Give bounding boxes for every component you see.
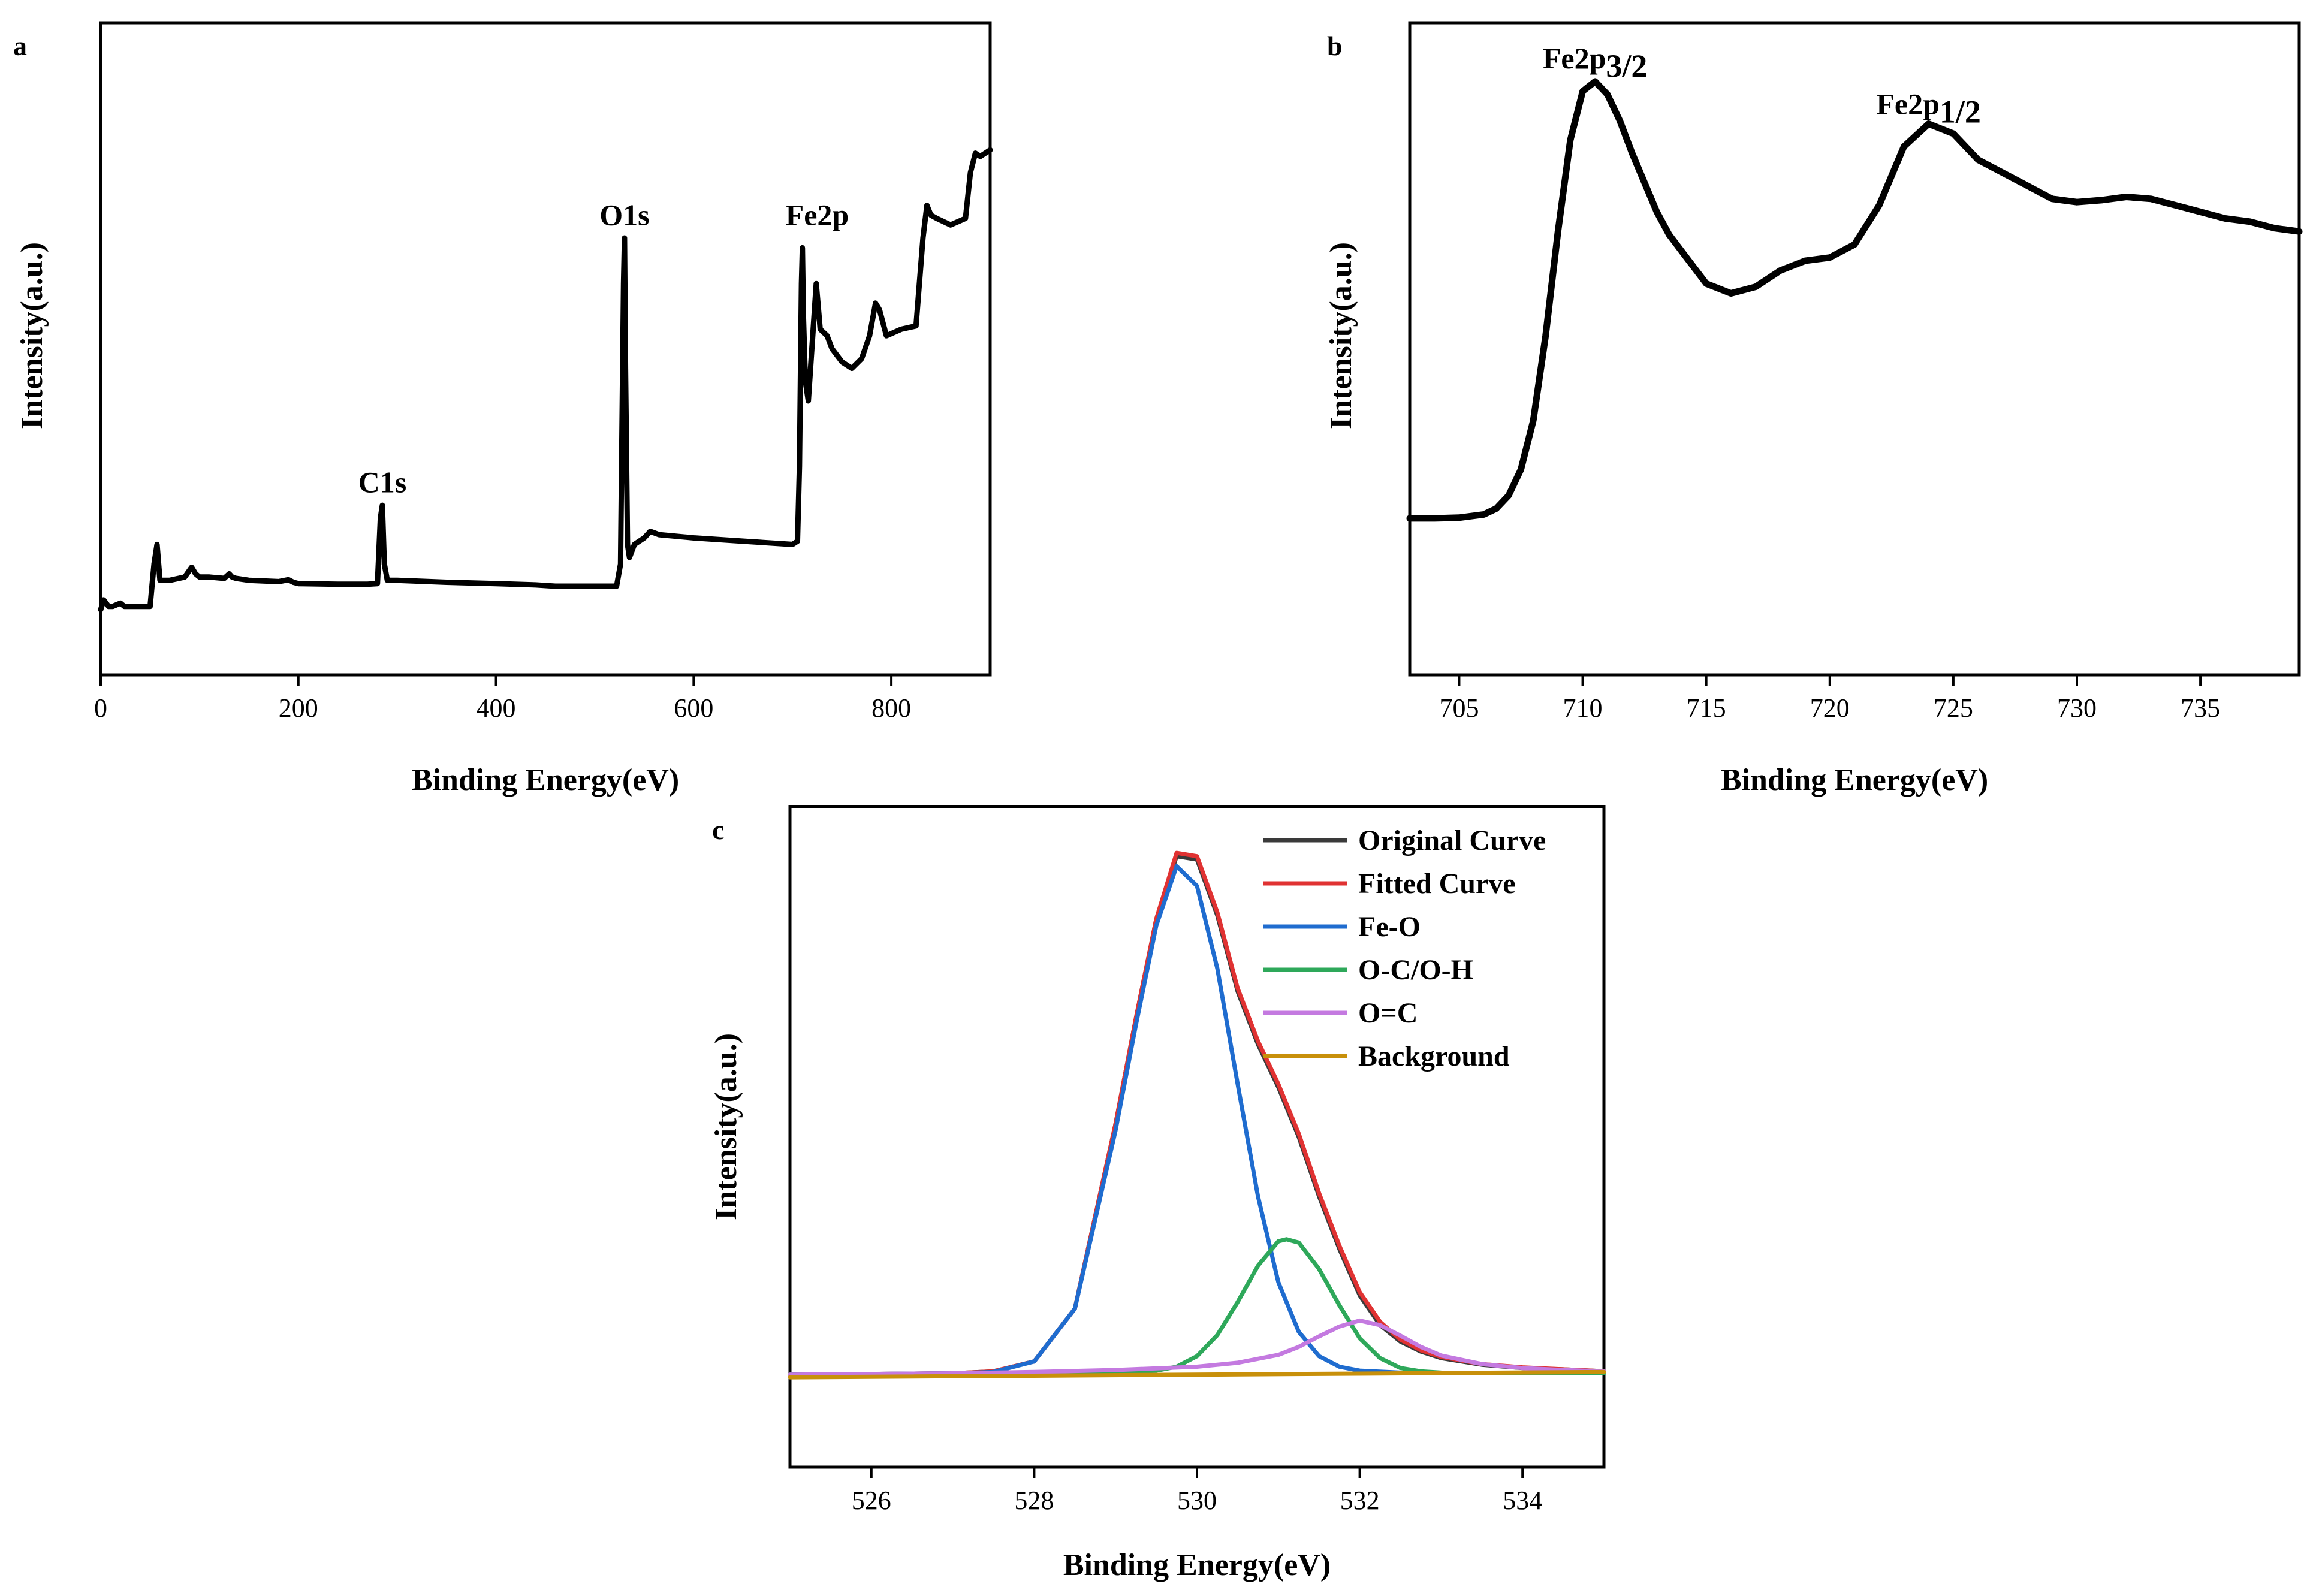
panel-a-x-tick-label-2: 400 [477, 693, 516, 723]
panel-a-x-tick-label-0: 0 [94, 693, 107, 723]
panel-c-letter: c [712, 814, 724, 845]
legend-label-o-c-o-h: O-C/O-H [1358, 954, 1473, 986]
panel-a-x-axis-label: Binding Energy(eV) [412, 763, 679, 797]
panel-c-x-tick-label-0: 526 [852, 1486, 891, 1515]
panel-c-legend: Original Curve Fitted Curve Fe-O O-C/O-H O=C… [1263, 825, 1546, 1072]
panel-a: a 0 200 400 600 800 C1s O1s Fe2p Binding Energ… [13, 21, 993, 797]
panel-a-letter: a [13, 31, 27, 61]
panel-a-series [98, 147, 993, 613]
panel-c-series [788, 850, 1606, 1380]
panel-b-x-tick-label-6: 735 [2181, 693, 2220, 723]
panel-b-series [1406, 78, 2303, 522]
panel-a-plot-area: 0 200 400 600 800 C1s O1s Fe2p [94, 21, 993, 723]
panel-b-x-tick-label-2: 715 [1687, 693, 1726, 723]
panel-c-plot-area: 526 528 530 532 534 Original Curve Fitted Cur… [788, 805, 1606, 1515]
panel-c-x-tick-label-4: 534 [1503, 1486, 1542, 1515]
legend-label-background: Background [1358, 1040, 1510, 1072]
panel-c-x-axis-label: Binding Energy(eV) [1063, 1548, 1331, 1582]
panel-c-series-fe-o [788, 864, 1606, 1377]
panel-b-x-axis-label: Binding Energy(eV) [1721, 763, 1988, 797]
panel-a-series-spectrum [98, 147, 993, 613]
panel-c: c 526 528 530 532 534 Original Curve Fitted C… [709, 805, 1606, 1582]
panel-a-y-axis-label: Intensity(a.u.) [15, 242, 49, 429]
panel-b-x-tick-label-5: 730 [2057, 693, 2097, 723]
panel-b-x-tick-label-1: 710 [1563, 693, 1603, 723]
panel-a-x-tick-label-4: 800 [871, 693, 911, 723]
panel-b-peak-label-0: Fe2p3/2 [1543, 41, 1648, 84]
panel-a-annotations: C1s O1s Fe2p [358, 198, 849, 499]
panel-b: b 705 710 715 720 725 730 735 Fe2p3/2 Fe2p1/2 B… [1324, 21, 2303, 797]
panel-c-series-o-c [788, 1318, 1606, 1377]
panel-b-series-spectrum [1406, 78, 2303, 522]
panel-b-x-ticks: 705 710 715 720 725 730 735 [1439, 675, 2220, 723]
panel-a-x-tick-label-1: 200 [279, 693, 318, 723]
panel-a-peak-label-fe2p: Fe2p [786, 198, 849, 231]
panel-b-plot-area: 705 710 715 720 725 730 735 Fe2p3/2 Fe2p1/2 [1406, 21, 2303, 723]
panel-c-x-ticks: 526 528 530 532 534 [852, 1467, 1542, 1515]
panel-a-peak-label-o1s: O1s [599, 198, 649, 231]
legend-label-fe-o: Fe-O [1358, 911, 1421, 943]
panel-a-x-ticks: 0 200 400 600 800 [94, 675, 911, 723]
panel-b-letter: b [1327, 31, 1343, 61]
panel-b-x-tick-label-3: 720 [1810, 693, 1850, 723]
panel-b-annotations: Fe2p3/2 Fe2p1/2 [1543, 41, 1981, 129]
legend-label-o-c: O=C [1358, 997, 1418, 1029]
panel-a-x-tick-label-3: 600 [674, 693, 713, 723]
panel-b-frame [1408, 21, 2301, 677]
panel-b-y-axis-label: Intensity(a.u.) [1324, 242, 1358, 429]
panel-c-series-o-c-o-h [788, 1237, 1606, 1377]
panel-a-frame [99, 21, 992, 677]
panel-a-peak-label-c1s: C1s [358, 465, 407, 499]
legend-label-fitted-curve: Fitted Curve [1358, 868, 1516, 900]
panel-c-y-axis-label: Intensity(a.u.) [709, 1033, 743, 1220]
panel-b-x-tick-label-4: 725 [1934, 693, 1973, 723]
panel-b-x-tick-label-0: 705 [1439, 693, 1479, 723]
panel-c-x-tick-label-1: 528 [1014, 1486, 1054, 1515]
panel-b-peak-label-1: Fe2p1/2 [1876, 87, 1981, 129]
legend-label-original-curve: Original Curve [1358, 825, 1546, 856]
panel-c-x-tick-label-3: 532 [1340, 1486, 1380, 1515]
panel-c-x-tick-label-2: 530 [1177, 1486, 1217, 1515]
panel-c-series-background [788, 1369, 1606, 1380]
